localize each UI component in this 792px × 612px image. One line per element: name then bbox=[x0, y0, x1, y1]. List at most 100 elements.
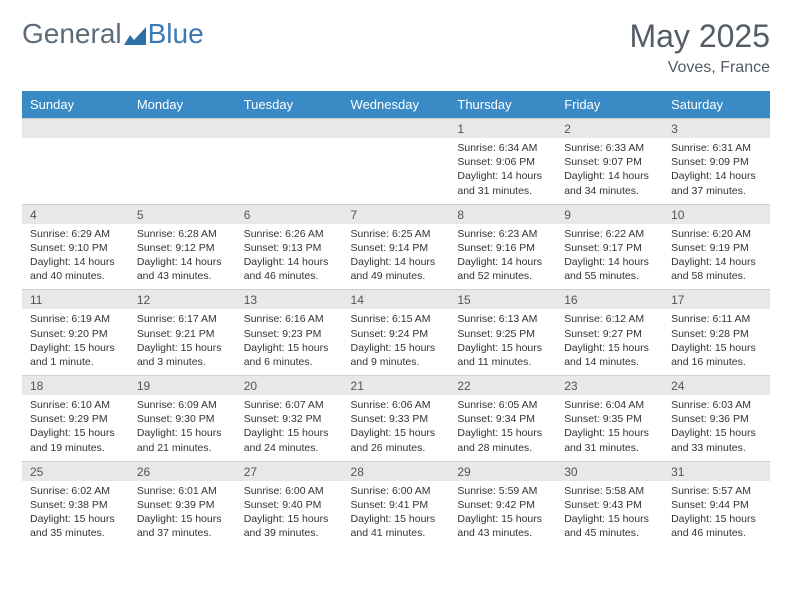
sunrise-line: Sunrise: 6:07 AM bbox=[244, 398, 335, 412]
daylight-line: Daylight: 15 hours bbox=[351, 341, 442, 355]
daylight-line: and 39 minutes. bbox=[244, 526, 335, 540]
day-details: Sunrise: 6:00 AMSunset: 9:40 PMDaylight:… bbox=[236, 481, 343, 547]
sunset-line: Sunset: 9:19 PM bbox=[671, 241, 762, 255]
daylight-line: Daylight: 14 hours bbox=[137, 255, 228, 269]
day-details: Sunrise: 6:20 AMSunset: 9:19 PMDaylight:… bbox=[663, 224, 770, 290]
day-number: 7 bbox=[343, 204, 450, 224]
daylight-line: and 43 minutes. bbox=[457, 526, 548, 540]
day-number: 14 bbox=[343, 290, 450, 310]
sunrise-line: Sunrise: 6:20 AM bbox=[671, 227, 762, 241]
day-details: Sunrise: 6:15 AMSunset: 9:24 PMDaylight:… bbox=[343, 309, 450, 375]
daylight-line: and 58 minutes. bbox=[671, 269, 762, 283]
day-details: Sunrise: 6:23 AMSunset: 9:16 PMDaylight:… bbox=[449, 224, 556, 290]
sunrise-line: Sunrise: 6:10 AM bbox=[30, 398, 121, 412]
sunset-line: Sunset: 9:40 PM bbox=[244, 498, 335, 512]
day-details bbox=[22, 138, 129, 204]
sunset-line: Sunset: 9:27 PM bbox=[564, 327, 655, 341]
daylight-line: Daylight: 15 hours bbox=[457, 341, 548, 355]
sunrise-line: Sunrise: 5:58 AM bbox=[564, 484, 655, 498]
day-number: 5 bbox=[129, 204, 236, 224]
sunrise-line: Sunrise: 5:57 AM bbox=[671, 484, 762, 498]
day-number: 21 bbox=[343, 376, 450, 396]
sunset-line: Sunset: 9:43 PM bbox=[564, 498, 655, 512]
sunrise-line: Sunrise: 6:00 AM bbox=[244, 484, 335, 498]
sunset-line: Sunset: 9:44 PM bbox=[671, 498, 762, 512]
sunrise-line: Sunrise: 6:26 AM bbox=[244, 227, 335, 241]
sunrise-line: Sunrise: 6:15 AM bbox=[351, 312, 442, 326]
sunrise-line: Sunrise: 6:01 AM bbox=[137, 484, 228, 498]
sunset-line: Sunset: 9:30 PM bbox=[137, 412, 228, 426]
sunrise-line: Sunrise: 6:03 AM bbox=[671, 398, 762, 412]
sunset-line: Sunset: 9:41 PM bbox=[351, 498, 442, 512]
sunrise-line: Sunrise: 6:33 AM bbox=[564, 141, 655, 155]
daylight-line: Daylight: 15 hours bbox=[244, 426, 335, 440]
day-header: Saturday bbox=[663, 91, 770, 119]
day-details: Sunrise: 6:17 AMSunset: 9:21 PMDaylight:… bbox=[129, 309, 236, 375]
daylight-line: Daylight: 14 hours bbox=[30, 255, 121, 269]
daylight-line: Daylight: 15 hours bbox=[137, 341, 228, 355]
day-details: Sunrise: 6:16 AMSunset: 9:23 PMDaylight:… bbox=[236, 309, 343, 375]
daylight-line: Daylight: 15 hours bbox=[457, 512, 548, 526]
day-details: Sunrise: 6:13 AMSunset: 9:25 PMDaylight:… bbox=[449, 309, 556, 375]
day-number: 18 bbox=[22, 376, 129, 396]
sunset-line: Sunset: 9:33 PM bbox=[351, 412, 442, 426]
day-number: 31 bbox=[663, 461, 770, 481]
daylight-line: Daylight: 15 hours bbox=[564, 512, 655, 526]
day-details: Sunrise: 6:06 AMSunset: 9:33 PMDaylight:… bbox=[343, 395, 450, 461]
day-number: 20 bbox=[236, 376, 343, 396]
day-details: Sunrise: 6:07 AMSunset: 9:32 PMDaylight:… bbox=[236, 395, 343, 461]
day-number: 28 bbox=[343, 461, 450, 481]
day-header: Wednesday bbox=[343, 91, 450, 119]
daylight-line: and 24 minutes. bbox=[244, 441, 335, 455]
daylight-line: and 34 minutes. bbox=[564, 184, 655, 198]
sunset-line: Sunset: 9:29 PM bbox=[30, 412, 121, 426]
calendar-head: SundayMondayTuesdayWednesdayThursdayFrid… bbox=[22, 91, 770, 119]
daylight-line: Daylight: 15 hours bbox=[244, 512, 335, 526]
daylight-line: and 31 minutes. bbox=[564, 441, 655, 455]
day-number: 11 bbox=[22, 290, 129, 310]
sunrise-line: Sunrise: 6:29 AM bbox=[30, 227, 121, 241]
sunset-line: Sunset: 9:14 PM bbox=[351, 241, 442, 255]
day-details: Sunrise: 6:12 AMSunset: 9:27 PMDaylight:… bbox=[556, 309, 663, 375]
day-number: 26 bbox=[129, 461, 236, 481]
daylight-line: and 37 minutes. bbox=[671, 184, 762, 198]
header: General Blue May 2025 Voves, France bbox=[22, 18, 770, 77]
daylight-line: and 14 minutes. bbox=[564, 355, 655, 369]
sunrise-line: Sunrise: 6:04 AM bbox=[564, 398, 655, 412]
brand-part2: Blue bbox=[148, 18, 204, 50]
day-details: Sunrise: 5:57 AMSunset: 9:44 PMDaylight:… bbox=[663, 481, 770, 547]
day-number: 22 bbox=[449, 376, 556, 396]
daylight-line: and 26 minutes. bbox=[351, 441, 442, 455]
day-details: Sunrise: 6:19 AMSunset: 9:20 PMDaylight:… bbox=[22, 309, 129, 375]
sunset-line: Sunset: 9:09 PM bbox=[671, 155, 762, 169]
daylight-line: and 46 minutes. bbox=[244, 269, 335, 283]
day-details: Sunrise: 6:29 AMSunset: 9:10 PMDaylight:… bbox=[22, 224, 129, 290]
daylight-line: Daylight: 15 hours bbox=[30, 426, 121, 440]
day-number bbox=[343, 119, 450, 139]
daylight-line: Daylight: 14 hours bbox=[457, 169, 548, 183]
daylight-line: and 35 minutes. bbox=[30, 526, 121, 540]
sunrise-line: Sunrise: 6:11 AM bbox=[671, 312, 762, 326]
daylight-line: and 45 minutes. bbox=[564, 526, 655, 540]
day-number: 2 bbox=[556, 119, 663, 139]
sunset-line: Sunset: 9:42 PM bbox=[457, 498, 548, 512]
sunrise-line: Sunrise: 6:09 AM bbox=[137, 398, 228, 412]
day-number bbox=[129, 119, 236, 139]
sunset-line: Sunset: 9:07 PM bbox=[564, 155, 655, 169]
daylight-line: and 28 minutes. bbox=[457, 441, 548, 455]
sunset-line: Sunset: 9:38 PM bbox=[30, 498, 121, 512]
sunset-line: Sunset: 9:28 PM bbox=[671, 327, 762, 341]
sunset-line: Sunset: 9:20 PM bbox=[30, 327, 121, 341]
day-number: 8 bbox=[449, 204, 556, 224]
daylight-line: and 9 minutes. bbox=[351, 355, 442, 369]
day-header: Thursday bbox=[449, 91, 556, 119]
month-title: May 2025 bbox=[629, 18, 770, 55]
sunrise-line: Sunrise: 6:25 AM bbox=[351, 227, 442, 241]
day-number: 25 bbox=[22, 461, 129, 481]
day-number: 27 bbox=[236, 461, 343, 481]
daylight-line: Daylight: 15 hours bbox=[351, 426, 442, 440]
day-number: 9 bbox=[556, 204, 663, 224]
daylight-line: Daylight: 14 hours bbox=[351, 255, 442, 269]
daylight-line: Daylight: 15 hours bbox=[671, 341, 762, 355]
daylight-line: and 21 minutes. bbox=[137, 441, 228, 455]
